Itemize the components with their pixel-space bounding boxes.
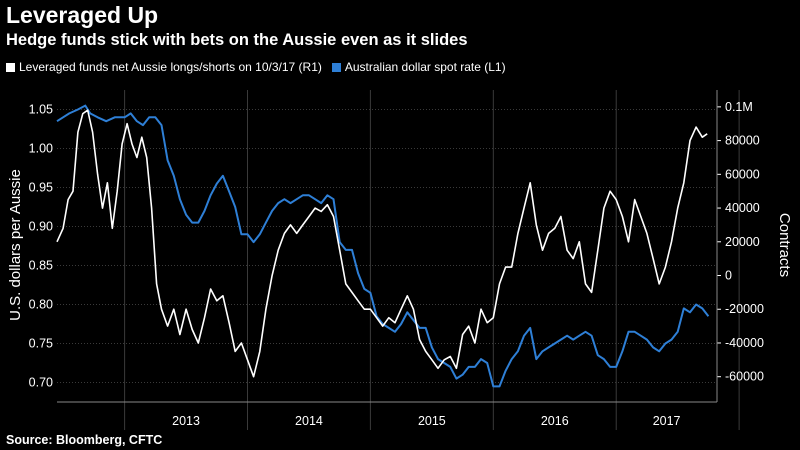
legend-item-net-positions: Leveraged funds net Aussie longs/shorts … <box>6 60 322 74</box>
legend: Leveraged funds net Aussie longs/shorts … <box>6 60 516 74</box>
x-tick-label: 2016 <box>541 414 569 428</box>
left-tick-label: 0.95 <box>29 181 53 195</box>
chart-subtitle: Hedge funds stick with bets on the Aussi… <box>6 31 468 49</box>
right-tick-label: 80000 <box>725 134 760 148</box>
right-tick-label: 60000 <box>725 167 760 181</box>
left-tick-label: 0.80 <box>29 298 53 312</box>
right-tick-label: -40000 <box>725 336 764 350</box>
legend-swatch-white <box>6 62 15 72</box>
left-tick-label: 1.05 <box>29 103 53 117</box>
left-tick-label: 0.85 <box>29 259 53 273</box>
x-tick-label: 2017 <box>653 414 681 428</box>
spot-rate-line <box>56 104 710 388</box>
right-tick-label: -20000 <box>725 302 764 316</box>
left-tick-label: 1.00 <box>29 142 53 156</box>
x-tick-label: 2013 <box>172 414 200 428</box>
right-axis-ticks: -60000 -40000 -20000 0 20000 40000 60000 80000 0… <box>716 90 764 402</box>
grid-lines <box>57 90 740 430</box>
net-positions-line <box>56 109 708 378</box>
right-axis-label: Contracts <box>776 213 793 277</box>
legend-label-net-positions: Leveraged funds net Aussie longs/shorts … <box>19 60 322 74</box>
series-lines <box>56 104 710 388</box>
legend-swatch-blue <box>331 62 341 72</box>
x-tick-label: 2015 <box>418 414 446 428</box>
right-tick-label: -60000 <box>725 370 764 384</box>
chart-title: Leveraged Up <box>6 2 159 28</box>
left-axis-label: U.S. dollars per Aussie <box>7 169 24 321</box>
right-tick-label: 40000 <box>725 201 760 215</box>
source-note: Source: Bloomberg, CFTC <box>6 433 163 447</box>
left-tick-label: 0.90 <box>29 220 53 234</box>
legend-item-spot-rate: Australian dollar spot rate (L1) <box>331 60 506 74</box>
right-tick-label: 20000 <box>725 235 760 249</box>
x-axis-ticks: 2013 2014 2015 2016 2017 <box>57 401 717 428</box>
right-tick-label: 0 <box>725 269 732 283</box>
left-tick-label: 0.75 <box>29 337 53 351</box>
legend-label-spot-rate: Australian dollar spot rate (L1) <box>344 60 506 74</box>
left-axis-ticks: 0.70 0.75 0.80 0.85 0.90 0.95 1.00 1.05 <box>29 103 53 390</box>
right-tick-label: 0.1M <box>725 100 753 114</box>
left-tick-label: 0.70 <box>29 376 53 390</box>
x-tick-label: 2014 <box>295 414 323 428</box>
